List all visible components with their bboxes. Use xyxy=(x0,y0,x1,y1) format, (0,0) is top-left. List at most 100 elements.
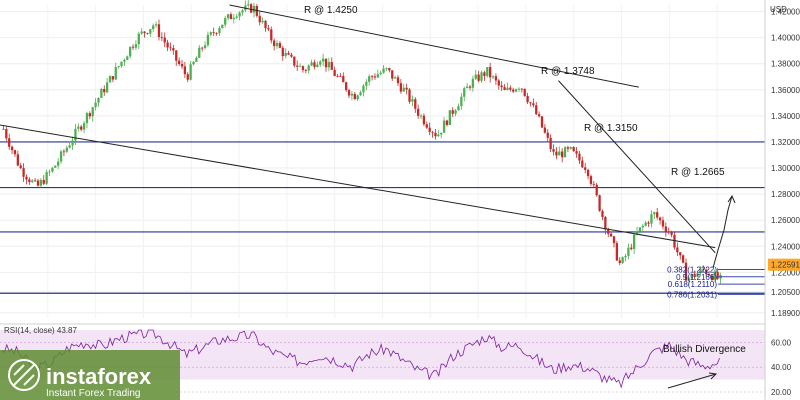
candle-body xyxy=(457,106,460,111)
candle-body xyxy=(278,43,282,48)
candle-body xyxy=(264,20,267,29)
candle-body xyxy=(601,210,604,218)
candle-body xyxy=(566,147,570,149)
candle-body xyxy=(172,48,175,51)
candle-body xyxy=(126,56,129,60)
candle-body xyxy=(408,89,411,102)
candle-body xyxy=(313,62,316,67)
candle-body xyxy=(129,46,132,57)
candle-body xyxy=(28,179,31,183)
candle-body xyxy=(676,247,679,253)
candle-body xyxy=(514,89,518,92)
candle-body xyxy=(693,273,696,277)
candle-body xyxy=(586,169,590,177)
candle-body xyxy=(298,66,302,68)
candle-body xyxy=(428,127,431,132)
price-tick-label: 1.28000 xyxy=(771,190,800,199)
candle-body xyxy=(500,85,503,88)
divergence-line xyxy=(667,373,717,389)
candle-body xyxy=(494,76,498,81)
candle-body xyxy=(555,151,558,156)
candle-body xyxy=(520,88,523,90)
candle-body xyxy=(448,110,451,125)
candle-body xyxy=(281,47,284,57)
candle-body xyxy=(235,16,238,18)
candle-body xyxy=(465,86,469,89)
candle-body xyxy=(68,145,71,148)
candle-body xyxy=(13,150,17,155)
candle-body xyxy=(287,53,290,55)
candle-body xyxy=(45,172,48,184)
candle-body xyxy=(716,271,719,279)
candle-body xyxy=(137,33,140,45)
candle-body xyxy=(154,24,158,26)
candle-body xyxy=(169,47,172,49)
candle-body xyxy=(209,32,212,35)
candle-body xyxy=(391,70,394,79)
candle-body xyxy=(440,132,443,135)
candle-body xyxy=(304,70,307,71)
candle-body xyxy=(572,147,575,152)
candle-body xyxy=(673,234,676,248)
candle-body xyxy=(100,88,103,98)
candle-body xyxy=(117,66,120,68)
candle-body xyxy=(195,57,198,62)
candle-body xyxy=(644,222,647,226)
current-price-label: 1.22591 xyxy=(771,261,800,270)
candle-body xyxy=(517,88,521,90)
candle-body xyxy=(486,67,489,77)
currency-label: USD xyxy=(770,5,787,14)
candle-body xyxy=(561,151,564,158)
candle-body xyxy=(405,87,408,90)
candle-body xyxy=(218,28,221,34)
candle-body xyxy=(653,212,656,215)
candle-body xyxy=(451,110,454,114)
candle-body xyxy=(609,233,613,237)
candle-body xyxy=(307,65,310,71)
trendline-steep-resistance xyxy=(558,80,716,254)
brand-tagline: Instant Forex Trading xyxy=(46,388,141,399)
candle-body xyxy=(186,74,189,80)
candle-body xyxy=(497,80,500,86)
candle-body xyxy=(273,40,276,47)
candle-body xyxy=(681,255,685,263)
candle-body xyxy=(284,53,287,57)
candle-body xyxy=(180,64,184,67)
candle-body xyxy=(385,68,388,69)
candle-body xyxy=(108,76,112,83)
candle-body xyxy=(105,82,109,93)
candle-body xyxy=(537,114,541,117)
candle-body xyxy=(160,37,163,38)
price-tick-label: 1.42000 xyxy=(771,8,800,17)
candle-body xyxy=(267,28,270,30)
candle-body xyxy=(97,97,100,103)
divergence-arrowhead xyxy=(708,372,718,380)
trendline-long-support xyxy=(0,124,716,249)
candle-body xyxy=(134,44,138,48)
candle-body xyxy=(316,64,319,67)
candle-body xyxy=(684,262,688,281)
price-tick-label: 1.32000 xyxy=(771,138,800,147)
candle-body xyxy=(111,76,115,80)
candle-body xyxy=(296,65,299,67)
brand-icon xyxy=(8,359,40,391)
candle-body xyxy=(77,126,80,129)
candle-body xyxy=(434,132,437,137)
candle-body xyxy=(275,43,279,47)
candle-body xyxy=(621,257,624,263)
candle-body xyxy=(543,127,547,133)
candle-body xyxy=(549,137,552,150)
candle-body xyxy=(16,154,19,166)
candle-body xyxy=(454,110,457,114)
candle-body xyxy=(241,10,244,13)
projection-arrowhead xyxy=(727,194,736,204)
candle-body xyxy=(442,120,446,133)
candle-body xyxy=(578,153,581,161)
price-tick-label: 1.26000 xyxy=(771,216,800,225)
candle-body xyxy=(39,179,43,186)
candle-body xyxy=(33,180,37,182)
candle-body xyxy=(509,87,512,90)
candle-body xyxy=(523,88,526,96)
candle-body xyxy=(581,160,584,168)
